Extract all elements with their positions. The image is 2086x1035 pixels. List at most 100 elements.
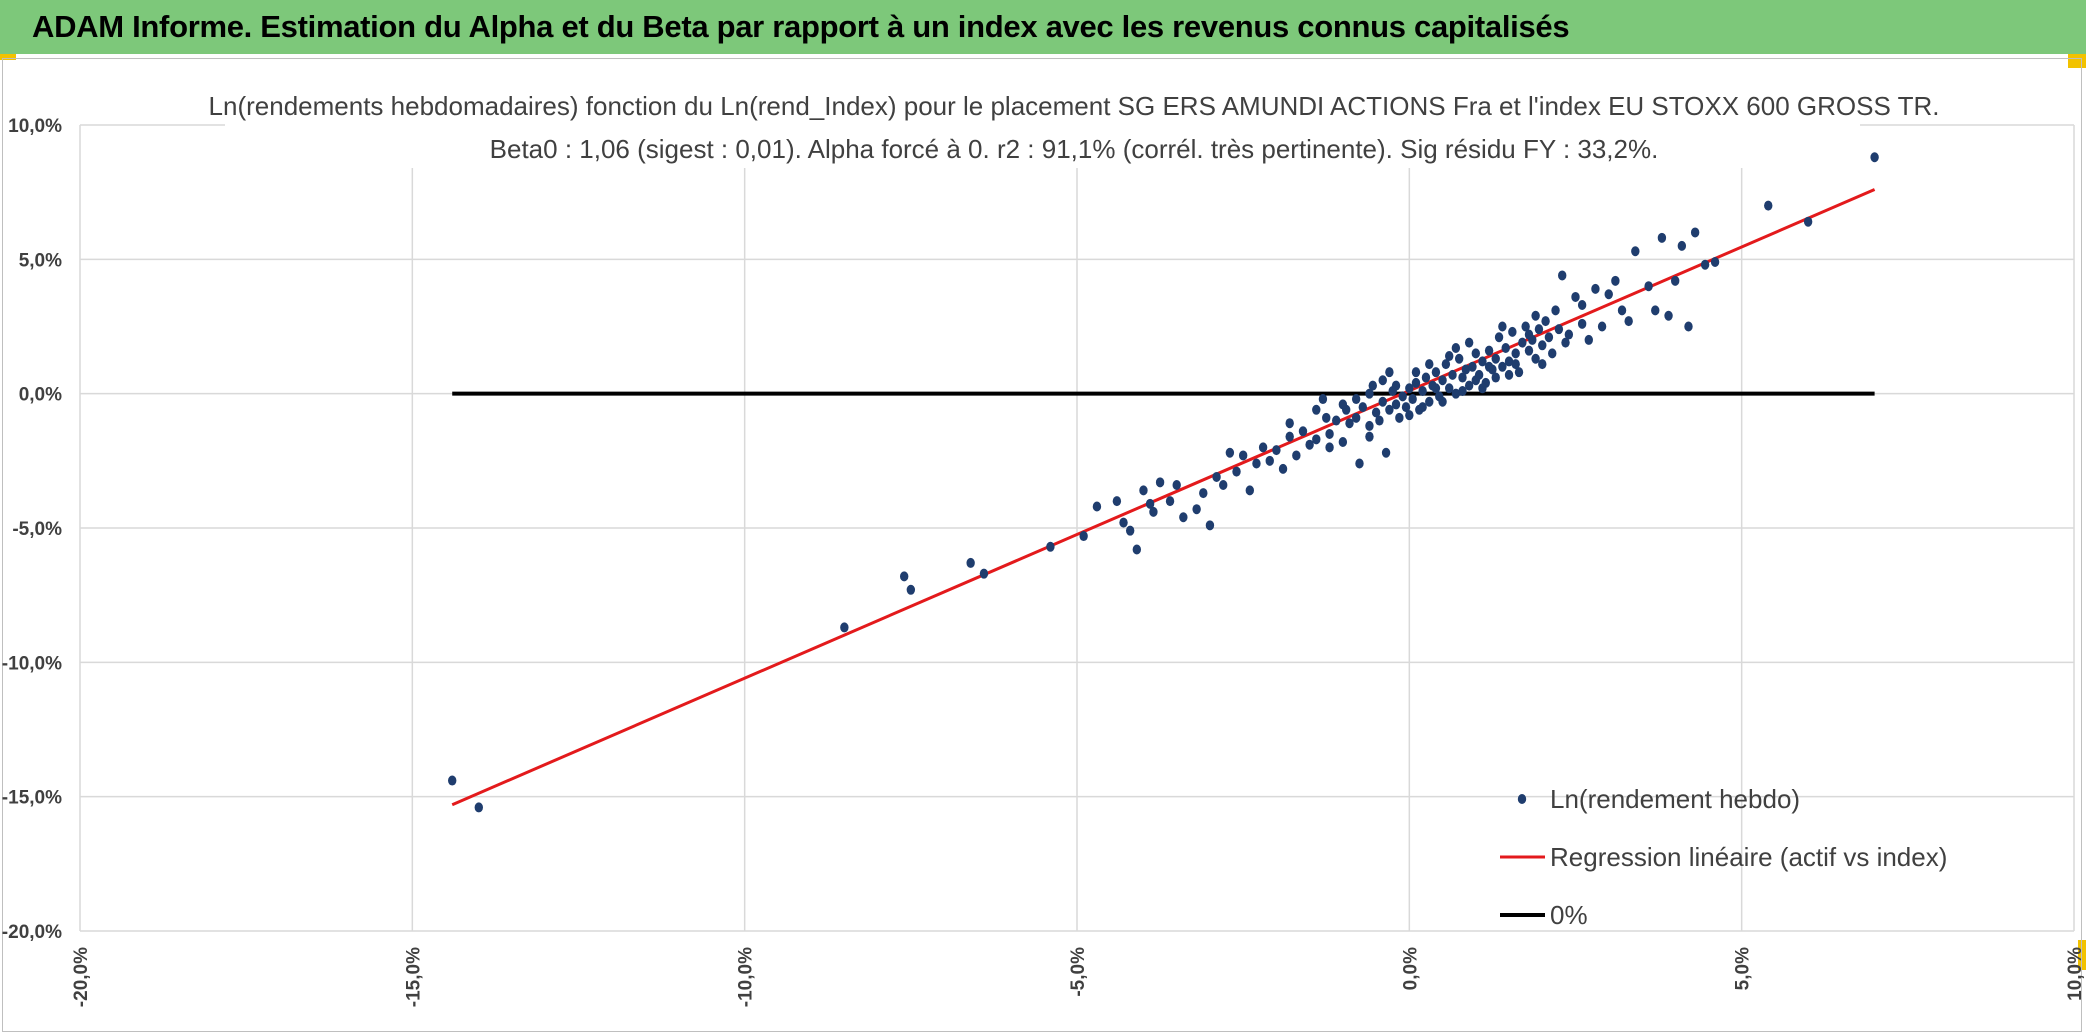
data-point [1438, 375, 1447, 386]
data-point [1564, 329, 1574, 340]
data-point [1651, 305, 1660, 316]
y-tick-label: 5,0% [19, 250, 62, 271]
data-point [1425, 359, 1434, 370]
y-tick-label: 10,0% [8, 116, 62, 137]
data-point [1491, 353, 1500, 364]
legend-label: Ln(rendement hebdo) [1550, 784, 1800, 814]
data-point [1338, 399, 1348, 410]
data-point [1391, 380, 1401, 391]
data-point [1461, 364, 1471, 375]
data-point [1431, 367, 1441, 378]
data-point [1312, 404, 1321, 415]
data-point [1245, 485, 1255, 496]
data-point [1684, 321, 1693, 332]
data-point [1155, 477, 1165, 488]
data-point [1411, 377, 1421, 388]
data-point [1531, 310, 1540, 321]
chart-subtitle: Beta0 : 1,06 (sigest : 0,01). Alpha forc… [490, 134, 1659, 164]
data-point [1441, 359, 1451, 370]
data-point [899, 571, 909, 582]
data-point [840, 622, 849, 633]
x-tick-label: -15,0% [403, 947, 424, 1007]
data-point [966, 557, 975, 568]
data-point [1238, 450, 1248, 461]
data-point [1700, 259, 1710, 270]
x-tick-label: -20,0% [71, 947, 92, 1007]
legend-label: 0% [1550, 900, 1588, 930]
data-point [1551, 305, 1560, 316]
data-point [1179, 512, 1188, 523]
data-point [1322, 412, 1331, 423]
data-point [1265, 455, 1274, 466]
data-point [1554, 324, 1564, 335]
data-point [1521, 321, 1530, 332]
data-point [1378, 396, 1387, 407]
title-background-box [225, 80, 1860, 168]
data-point [1395, 412, 1404, 423]
data-point [1471, 375, 1481, 386]
data-point [1484, 345, 1494, 356]
data-point [1508, 326, 1517, 337]
data-point [1548, 348, 1557, 359]
data-point [1478, 383, 1487, 394]
data-point [1454, 353, 1464, 364]
data-point [1494, 332, 1504, 343]
data-point [1561, 337, 1570, 348]
data-point [1312, 434, 1321, 445]
data-point [1541, 316, 1550, 327]
data-point [1365, 388, 1374, 399]
data-point [1431, 383, 1441, 394]
data-point [1225, 447, 1235, 458]
data-point [1272, 445, 1281, 456]
data-point [1391, 399, 1401, 410]
data-point [1378, 375, 1387, 386]
data-point [1355, 458, 1364, 469]
data-point [1458, 372, 1467, 383]
data-point [1445, 351, 1454, 362]
data-point [1405, 383, 1414, 394]
data-point [1710, 257, 1720, 268]
y-tick-label: -10,0% [2, 653, 62, 674]
chart-lines [451, 188, 1876, 807]
data-point [1611, 275, 1620, 286]
data-point [1504, 356, 1514, 367]
data-point [979, 568, 989, 579]
data-point [1425, 396, 1434, 407]
data-point [1172, 480, 1181, 491]
data-point [1471, 348, 1481, 359]
data-point [1418, 402, 1427, 413]
y-tick-label: -20,0% [2, 922, 62, 943]
y-tick-label: -15,0% [2, 788, 62, 809]
data-point [1644, 281, 1653, 292]
data-point [1458, 385, 1467, 396]
data-point [1411, 367, 1421, 378]
data-point [1125, 525, 1135, 536]
data-points [448, 152, 1879, 813]
data-point [1558, 270, 1567, 281]
data-point [1501, 342, 1510, 353]
data-point [1332, 415, 1341, 426]
data-point [1445, 383, 1454, 394]
data-point [1677, 240, 1687, 251]
data-point [1764, 200, 1773, 211]
data-point [1538, 359, 1547, 370]
data-point [1232, 466, 1241, 477]
data-point [1448, 369, 1457, 380]
data-point [1624, 316, 1633, 327]
data-point [1371, 407, 1381, 418]
data-point [1219, 480, 1228, 491]
data-point [1365, 431, 1374, 442]
data-point [1401, 402, 1411, 413]
data-point [1285, 418, 1294, 429]
corner-mark-bottom-right [2078, 940, 2086, 970]
data-point [1511, 359, 1520, 370]
data-point [1577, 300, 1587, 311]
data-point [1421, 372, 1431, 383]
data-point [1504, 369, 1514, 380]
data-point [1491, 372, 1500, 383]
x-axis-ticks: -20,0% -15,0% -10,0% -5,0% 0,0% 5,0% 10,0% [71, 947, 2086, 1007]
data-point [1498, 321, 1507, 332]
data-point [1385, 367, 1394, 378]
data-point [1092, 501, 1102, 512]
